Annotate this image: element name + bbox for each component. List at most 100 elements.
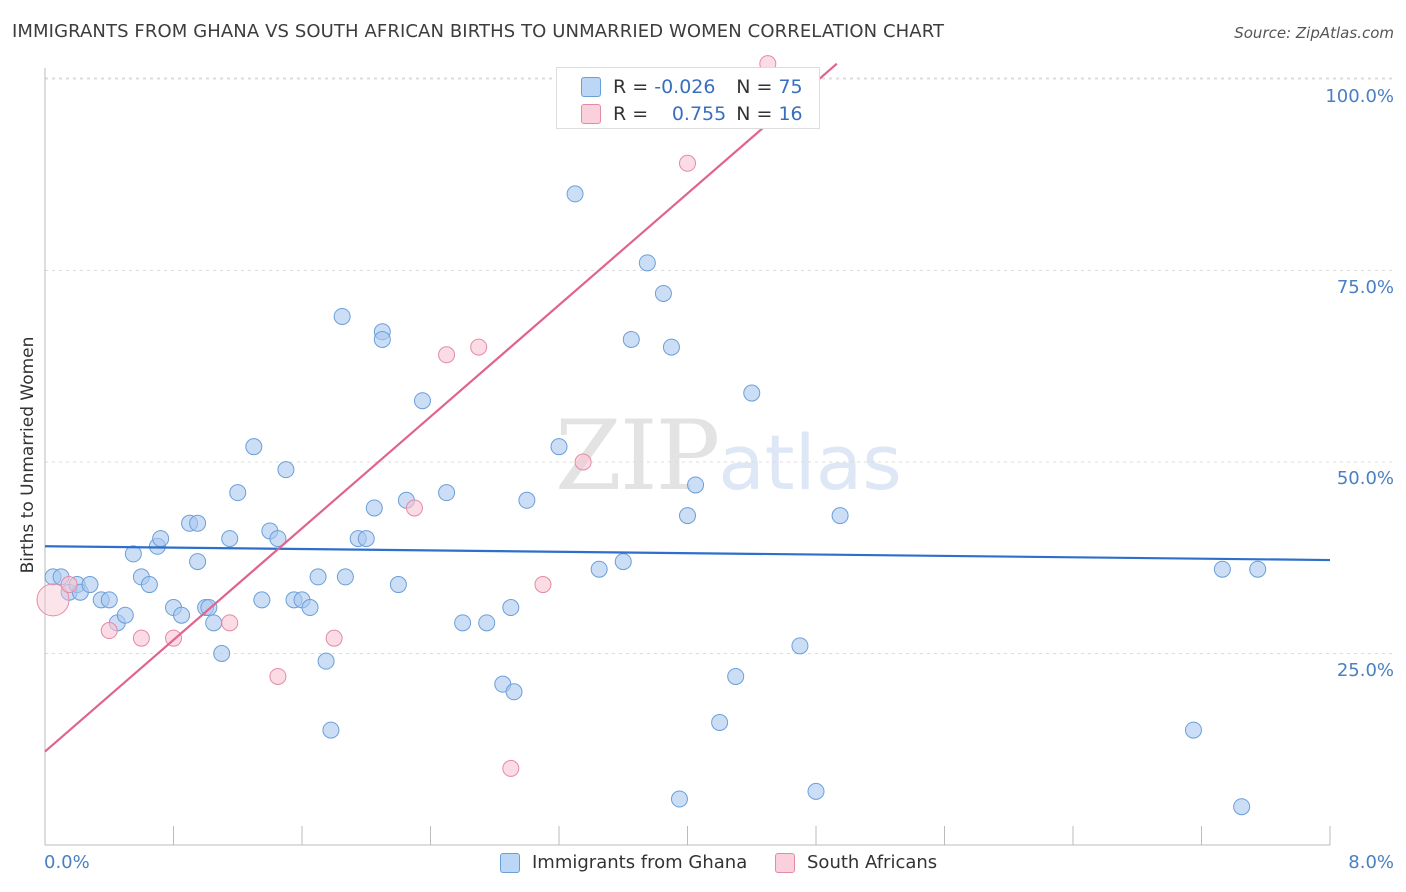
ghana-point-52 [505, 683, 523, 701]
stats-n-value: 75 [778, 76, 803, 98]
y-tick-label-100: 100.0% [1325, 86, 1394, 107]
ghana-point-27 [253, 591, 271, 609]
ghana-point-40 [357, 530, 375, 548]
stats-n-label: N = [736, 76, 773, 98]
south-africans-point-1 [100, 622, 118, 640]
south-africans-point-4 [269, 667, 287, 685]
south-africans-point-0 [36, 583, 70, 617]
stats-swatch-south-africans [581, 104, 601, 124]
stats-r-label: R = [613, 76, 649, 98]
stats-r-value: 0.755 [671, 103, 727, 125]
ghana-point-51 [502, 599, 520, 617]
ghana-point-7 [100, 591, 118, 609]
legend-item-ghana: Immigrants from Ghana [500, 852, 747, 873]
y-tick-label-50: 50.0% [1336, 468, 1394, 489]
ghana-point-9 [116, 606, 134, 624]
south-africans-point-11 [574, 453, 592, 471]
source-label: Source: ZipAtlas.com [1234, 24, 1394, 42]
ghana-point-53 [518, 491, 536, 509]
ghana-point-67 [743, 384, 761, 402]
ghana-point-33 [301, 599, 319, 617]
ghana-point-60 [654, 284, 672, 302]
ghana-point-18 [189, 553, 207, 571]
y-tick-label-25: 25.0% [1336, 660, 1394, 681]
ghana-point-58 [622, 330, 640, 348]
ghana-point-71 [1184, 721, 1202, 739]
stats-swatch-ghana [581, 77, 601, 97]
x-tick-label-min: 0.0% [44, 852, 90, 873]
ghana-point-44 [389, 576, 407, 594]
south-africans-point-3 [221, 614, 239, 632]
ghana-point-24 [221, 530, 239, 548]
ghana-point-73 [1233, 798, 1251, 816]
ghana-point-72 [1213, 560, 1231, 578]
ghana-point-65 [711, 713, 729, 731]
stats-box: R = -0.026 N = 75 R = 0.755 N = 16 [556, 67, 820, 129]
legend: Immigrants from Ghana South Africans [0, 852, 1406, 878]
ghana-point-22 [205, 614, 223, 632]
south-africans-point-9 [502, 759, 520, 777]
ghana-point-36 [322, 721, 340, 739]
ghana-point-55 [566, 185, 584, 203]
stats-row-ghana: R = -0.026 N = 75 [581, 74, 803, 100]
y-axis-label: Births to Unmarried Women [18, 336, 38, 574]
ghana-point-49 [478, 614, 496, 632]
ghana-point-59 [638, 254, 656, 272]
legend-label-south-africans: South Africans [807, 852, 938, 873]
ghana-point-43 [373, 330, 391, 348]
ghana-point-57 [614, 553, 632, 571]
ghana-trendline [44, 545, 1331, 562]
x-tick-label-max: 8.0% [1348, 852, 1394, 873]
ghana-point-54 [550, 438, 568, 456]
ghana-point-61 [662, 338, 680, 356]
south-africans-point-5 [325, 629, 343, 647]
ghana-point-23 [213, 645, 231, 662]
south-africans-trendline [44, 62, 838, 753]
ghana-point-14 [152, 530, 170, 548]
ghana-point-74 [1249, 560, 1267, 578]
ghana-point-64 [687, 476, 705, 494]
legend-label-ghana: Immigrants from Ghana [532, 852, 748, 873]
south-africans-point-7 [438, 346, 456, 364]
ghana-point-29 [269, 530, 287, 548]
south-africans-point-12 [679, 154, 696, 172]
ghana-point-56 [590, 560, 608, 578]
ghana-point-46 [413, 392, 431, 410]
chart-title: IMMIGRANTS FROM GHANA VS SOUTH AFRICAN B… [12, 21, 945, 42]
stats-n-label: N = [736, 103, 773, 125]
ghana-point-62 [670, 790, 688, 808]
ghana-point-25 [229, 484, 247, 502]
ghana-point-5 [81, 576, 99, 594]
stats-row-south-africans: R = 0.755 N = 16 [581, 101, 803, 127]
ghana-point-26 [245, 438, 263, 456]
stats-r-label: R = [613, 103, 649, 125]
ghana-point-69 [807, 782, 825, 800]
legend-swatch-south-africans [775, 852, 795, 873]
ghana-point-70 [831, 507, 849, 525]
ghana-point-41 [365, 499, 383, 517]
south-africans-point-15 [132, 629, 150, 647]
y-tick-label-75: 75.0% [1336, 277, 1394, 298]
ghana-point-66 [727, 667, 745, 685]
stats-n-value: 16 [778, 103, 803, 125]
ghana-point-10 [124, 545, 142, 563]
ghana-point-47 [438, 484, 456, 502]
legend-item-south-africans: South Africans [775, 852, 937, 873]
ghana-point-37 [333, 307, 351, 325]
ghana-point-12 [140, 576, 158, 594]
south-africans-point-10 [534, 576, 552, 594]
ghana-point-68 [791, 637, 809, 655]
south-africans-point-14 [60, 576, 78, 594]
ghana-point-30 [277, 461, 295, 479]
legend-swatch-ghana [500, 852, 520, 873]
ghana-point-34 [309, 568, 327, 586]
south-africans-point-8 [470, 338, 488, 356]
ghana-point-16 [173, 606, 191, 624]
south-africans-point-6 [405, 499, 423, 517]
ghana-point-63 [679, 507, 696, 525]
ghana-point-48 [454, 614, 472, 632]
ghana-point-38 [336, 568, 354, 586]
ghana-point-19 [189, 514, 207, 532]
stats-r-value: -0.026 [654, 76, 716, 98]
